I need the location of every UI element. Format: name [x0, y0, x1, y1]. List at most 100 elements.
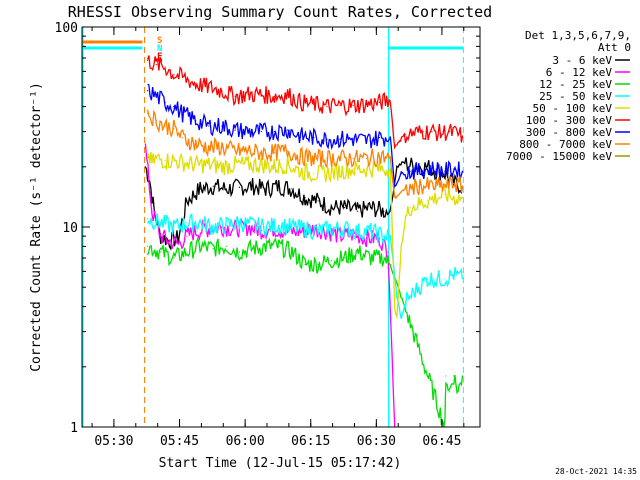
chart-title: RHESSI Observing Summary Count Rates, Co…: [68, 3, 492, 21]
data-point: [405, 301, 407, 303]
data-point: [389, 157, 391, 160]
data-point: [265, 245, 267, 247]
data-point: [394, 146, 396, 149]
data-point: [418, 286, 420, 288]
plot-area: [82, 27, 464, 427]
data-point: [352, 138, 354, 140]
data-point: [304, 263, 306, 266]
data-point: [278, 245, 280, 247]
x-tick-label: 05:30: [94, 434, 133, 449]
data-point: [225, 188, 227, 190]
data-point: [173, 226, 175, 228]
data-point: [400, 172, 402, 175]
data-point: [426, 185, 429, 187]
data-point: [147, 218, 149, 220]
data-point: [260, 152, 262, 154]
data-point: [343, 257, 346, 259]
data-point: [313, 136, 315, 139]
data-point: [453, 273, 455, 275]
data-point: [313, 172, 315, 175]
data-point: [300, 170, 302, 172]
data-point: [164, 66, 166, 68]
data-point: [151, 210, 153, 212]
data-point: [330, 207, 332, 209]
data-point: [389, 136, 391, 139]
data-point: [160, 251, 162, 253]
legend-header-line-1: Det 1,3,5,6,7,9,: [525, 29, 631, 42]
data-point: [389, 168, 391, 170]
data-point: [457, 133, 459, 136]
data-point: [356, 251, 359, 253]
data-point: [304, 197, 306, 199]
data-point: [378, 237, 381, 239]
data-point: [317, 263, 319, 266]
data-point: [195, 83, 197, 85]
data-point: [370, 230, 372, 233]
data-point: [426, 168, 429, 170]
data-point: [394, 197, 396, 199]
flag-label: N: [157, 44, 162, 54]
series-line: [146, 109, 464, 200]
data-point: [394, 185, 396, 187]
data-point: [396, 166, 398, 168]
data-point: [356, 210, 359, 212]
data-point: [330, 259, 332, 262]
y-tick-label: 1: [70, 421, 78, 436]
data-point: [396, 295, 398, 297]
data-point: [273, 130, 276, 133]
data-point: [234, 164, 236, 166]
data-point: [286, 164, 289, 166]
data-point: [317, 200, 319, 202]
data-point: [221, 146, 223, 149]
data-point: [389, 235, 391, 237]
data-point: [352, 104, 354, 107]
data-point: [461, 375, 464, 377]
data-point: [273, 152, 276, 154]
data-point: [461, 170, 464, 172]
data-point: [177, 237, 179, 239]
data-point: [221, 125, 223, 127]
data-point: [387, 251, 389, 253]
data-point: [426, 200, 429, 202]
series-line: [146, 236, 464, 427]
data-point: [199, 188, 201, 190]
data-point: [422, 130, 424, 133]
data-point: [365, 157, 367, 160]
data-point: [326, 138, 328, 140]
data-point: [396, 317, 398, 319]
data-point: [247, 130, 249, 133]
series-path: [146, 236, 464, 427]
data-point: [286, 93, 289, 96]
data-point: [370, 207, 372, 209]
data-point: [426, 166, 429, 168]
data-point: [365, 103, 367, 106]
data-point: [186, 222, 188, 224]
data-point: [155, 95, 157, 97]
data-point: [383, 257, 385, 259]
data-point: [453, 168, 455, 170]
series-line: [146, 151, 464, 319]
data-point: [173, 105, 175, 108]
data-point: [221, 166, 223, 168]
data-point: [160, 222, 162, 224]
data-point: [278, 185, 280, 187]
data-point: [352, 168, 354, 170]
data-point: [300, 230, 302, 233]
data-point: [286, 129, 289, 131]
y-axis: 1 10 100: [55, 21, 480, 436]
data-point: [457, 391, 459, 393]
data-point: [431, 130, 433, 133]
data-point: [339, 157, 341, 160]
data-point: [278, 224, 280, 226]
data-point: [448, 391, 450, 393]
data-point: [291, 226, 293, 228]
data-point: [418, 170, 420, 172]
data-point: [383, 210, 385, 212]
data-point: [405, 218, 407, 220]
data-point: [147, 59, 149, 62]
data-point: [164, 125, 166, 127]
data-point: [326, 157, 328, 160]
data-point: [238, 222, 241, 224]
data-point: [151, 161, 153, 164]
data-point: [365, 140, 367, 142]
